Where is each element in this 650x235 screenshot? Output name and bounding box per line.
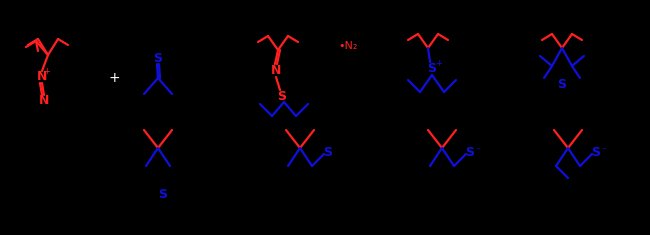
Text: ⁻: ⁻ (475, 146, 480, 156)
Text: S: S (159, 188, 168, 201)
Text: S: S (324, 146, 333, 160)
Text: N: N (271, 63, 281, 77)
Text: •N₂: •N₂ (338, 41, 358, 51)
Text: ⁻: ⁻ (601, 146, 606, 156)
Text: +: + (436, 59, 443, 67)
Text: +: + (44, 67, 51, 75)
Text: S: S (278, 90, 287, 102)
Text: S: S (428, 62, 437, 74)
Text: S: S (465, 146, 474, 160)
Text: S: S (153, 51, 162, 64)
Text: S: S (558, 78, 567, 91)
Text: N: N (37, 70, 47, 83)
Text: +: + (108, 71, 120, 85)
Text: S: S (592, 146, 601, 160)
Text: N: N (39, 94, 49, 107)
